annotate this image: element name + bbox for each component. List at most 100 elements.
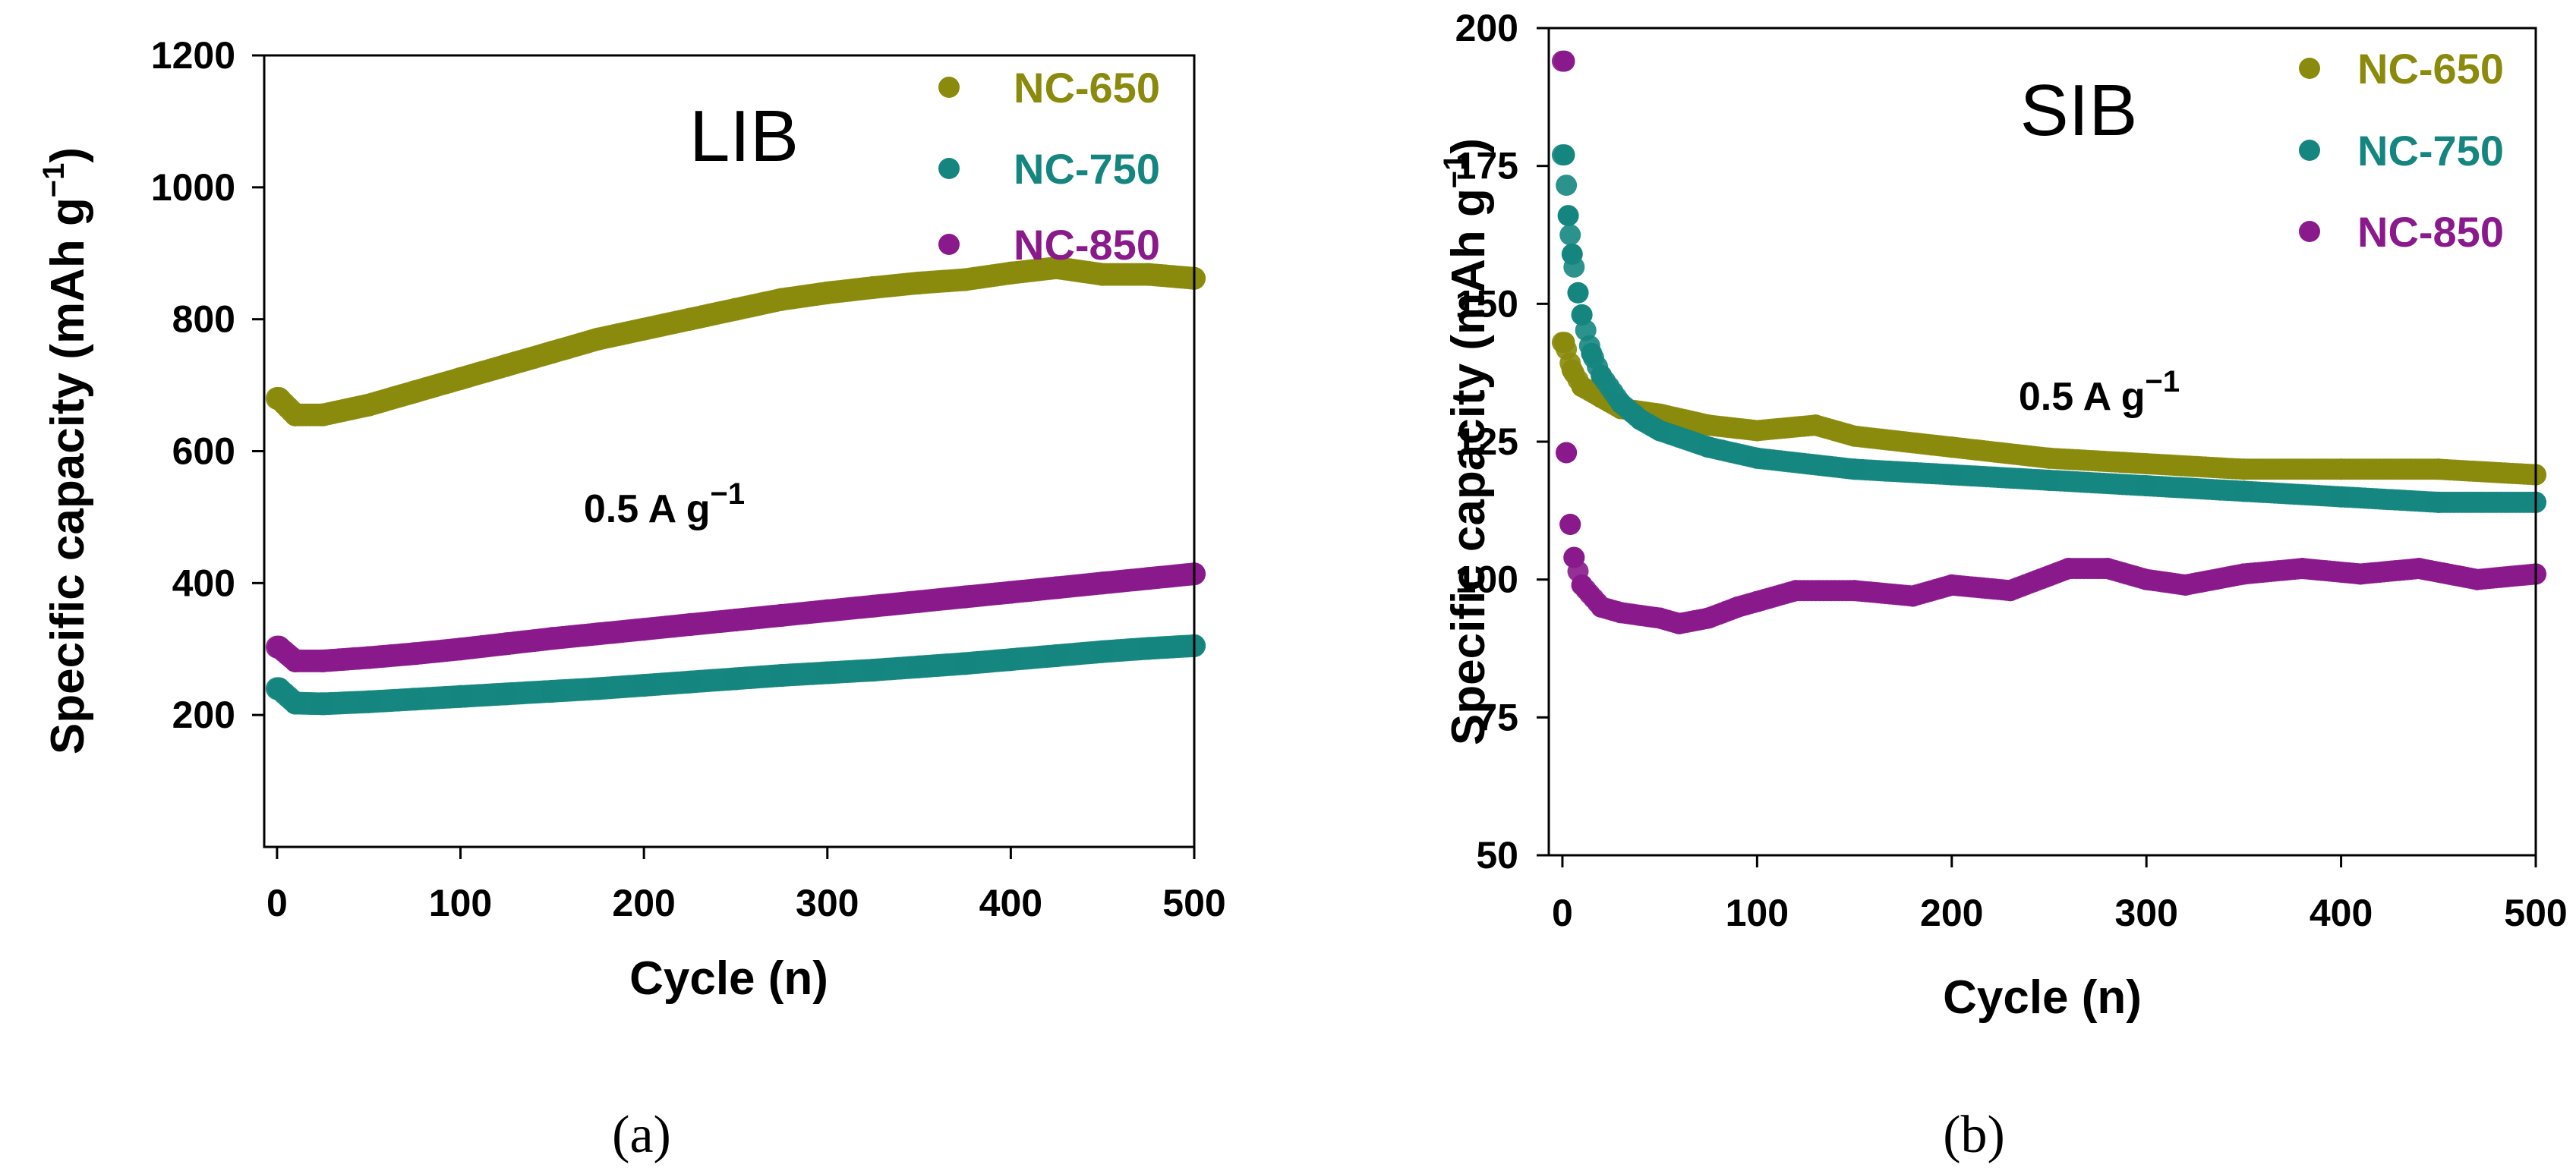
sib-nc-750-data-point xyxy=(2330,486,2352,508)
lib-x-ticks: 0 100 200 300 400 500 xyxy=(266,847,1226,924)
sib-y-axis-label: Specific capacity (mAh g−1) xyxy=(1438,138,1495,745)
lib-nc-750-data-point xyxy=(284,691,307,715)
sib-nc-650-data-point xyxy=(2136,453,2158,475)
x-tick-label: 0 xyxy=(266,882,288,924)
sib-nc-750-data-point xyxy=(2427,491,2449,513)
sib-nc-750-data-point xyxy=(1843,458,1865,480)
legend-label-nc-850: NC-850 xyxy=(2357,208,2504,256)
x-tick-label: 0 xyxy=(1552,892,1573,934)
lib-nc-850-data-point xyxy=(999,581,1023,604)
sib-nc-650-data-point xyxy=(1805,414,1827,436)
sib-nc-850-data-point xyxy=(2174,574,2196,596)
sib-nc-650-data-point xyxy=(2233,458,2255,480)
lib-nc-750-data-point xyxy=(632,674,656,697)
lib-nc-850-data-point xyxy=(357,646,380,669)
lib-nc-650-data-point xyxy=(954,268,976,291)
sib-nc-650-data-point xyxy=(1843,425,1865,447)
y-tick-label: 100 xyxy=(1455,559,1518,601)
lib-nc-650-data-point xyxy=(1045,256,1068,279)
sib-nc-850-data-point xyxy=(1785,580,1807,602)
x-tick-label: 500 xyxy=(1162,882,1225,924)
sib-nc-650-data-point xyxy=(1698,414,1720,436)
sib-rate-annotation: 0.5 A g−1 xyxy=(2019,365,2180,419)
sib-nc-850-data-point xyxy=(1726,596,1748,618)
lib-nc-750-data-point xyxy=(724,667,747,691)
lib-nc-750-data-point xyxy=(267,677,291,700)
legend-marker-nc-850 xyxy=(938,234,960,255)
legend-label-nc-750: NC-750 xyxy=(2357,127,2504,175)
x-tick-label: 200 xyxy=(1920,892,1983,934)
lib-nc-750-data-point xyxy=(862,659,885,682)
lib-y-axis-label: Specific capacity (mAh g−1) xyxy=(37,147,94,754)
lib-nc-650-data-point xyxy=(403,380,427,404)
legend-label-nc-750: NC-750 xyxy=(1014,145,1160,193)
lib-nc-750-data-point xyxy=(815,661,839,685)
lib-nc-850-data-point xyxy=(724,609,747,631)
sib-nc-850-data-point xyxy=(1941,574,1963,596)
lib-nc-850-data-point xyxy=(449,637,472,661)
lib-nc-850-data-point xyxy=(267,635,291,659)
sib-nc-750-point xyxy=(1556,175,1578,197)
x-tick-label: 100 xyxy=(1726,892,1789,934)
sib-nc-650-data-point xyxy=(1571,376,1593,398)
sib-nc-650-data-point xyxy=(2038,447,2060,469)
sib-nc-750-data-point xyxy=(2136,475,2158,497)
lib-nc-850-data-point xyxy=(1045,576,1068,600)
sib-nc-650-data-point xyxy=(1553,332,1575,354)
sib-nc-750-point xyxy=(1559,224,1581,246)
lib-x-axis-label: Cycle (n) xyxy=(629,952,828,1005)
sib-nc-850-data-point xyxy=(1610,602,1632,624)
sib-data-points xyxy=(1551,50,2546,634)
lib-nc-750-data-point xyxy=(907,655,931,678)
lib-nc-750-data-point xyxy=(954,652,976,675)
lib-nc-750-data-point xyxy=(1137,637,1160,660)
lib-nc-750-data-point xyxy=(1091,640,1115,663)
lib-nc-850-data-point xyxy=(815,599,839,622)
lib-nc-850-data-point xyxy=(284,649,307,672)
sib-nc-750-data-point xyxy=(1610,392,1632,414)
lib-nc-650-data-point xyxy=(907,271,931,294)
lib-nc-750-data-point xyxy=(1045,644,1068,667)
sib-nc-750-data-point xyxy=(2038,469,2060,491)
sib-y-ticks: 50 75 100 125 150 175 200 xyxy=(1455,7,1549,877)
sib-nc-750-data-point xyxy=(1698,436,1720,458)
lib-nc-650-data-point xyxy=(541,341,564,364)
sib-nc-850-data-point xyxy=(1698,607,1720,629)
sib-nc-850-data-point xyxy=(2057,558,2079,580)
lib-nc-850-data-point xyxy=(1091,571,1115,595)
sib-nc-850-data-point xyxy=(2136,568,2158,590)
sib-nc-750-data-point xyxy=(1581,342,1603,364)
lib-nc-650-data-point xyxy=(632,317,656,341)
sib-nc-850-data-point xyxy=(1571,574,1593,596)
sib-legend: NC-650 NC-750 NC-850 xyxy=(2299,45,2504,256)
lib-nc-750-data-point xyxy=(678,670,702,694)
lib-nc-750-data-point xyxy=(311,692,335,716)
legend-label-nc-850: NC-850 xyxy=(1014,221,1160,269)
sib-nc-850-data-point xyxy=(1563,546,1585,568)
lib-nc-650-data-point xyxy=(1137,263,1160,286)
legend-label-nc-650: NC-650 xyxy=(2357,45,2504,93)
x-tick-label: 300 xyxy=(796,882,859,924)
sib-panel-title: SIB xyxy=(2020,70,2138,151)
x-tick-label: 500 xyxy=(2504,892,2567,934)
sib-nc-750-data-point xyxy=(1557,205,1579,227)
sib-nc-850-data-point xyxy=(1668,612,1690,634)
lib-panel-title: LIB xyxy=(689,96,799,177)
sib-nc-850-data-point xyxy=(1843,580,1865,602)
sib-nc-850-data-point xyxy=(1902,585,1924,607)
legend-marker-nc-850 xyxy=(2299,221,2320,242)
sib-nc-650-data-point xyxy=(1561,359,1583,381)
lib-nc-650-data-point xyxy=(724,297,747,321)
y-tick-label: 200 xyxy=(172,694,235,736)
sib-nc-650-data-point xyxy=(2330,458,2352,480)
y-tick-label: 50 xyxy=(1476,834,1518,877)
lib-nc-750-data-point xyxy=(586,677,610,700)
sib-nc-750-data-point xyxy=(1746,447,1768,469)
lib-legend: NC-650 NC-750 NC-850 xyxy=(938,64,1160,269)
sib-nc-850-data-point xyxy=(2096,558,2118,580)
sib-nc-650-data-point xyxy=(1746,420,1768,442)
sib-nc-850-data-point xyxy=(2291,558,2313,580)
lib-nc-650-data-point xyxy=(357,393,380,417)
lib-nc-850-data-point xyxy=(494,632,518,656)
sib-nc-850-data-point xyxy=(1746,590,1768,612)
